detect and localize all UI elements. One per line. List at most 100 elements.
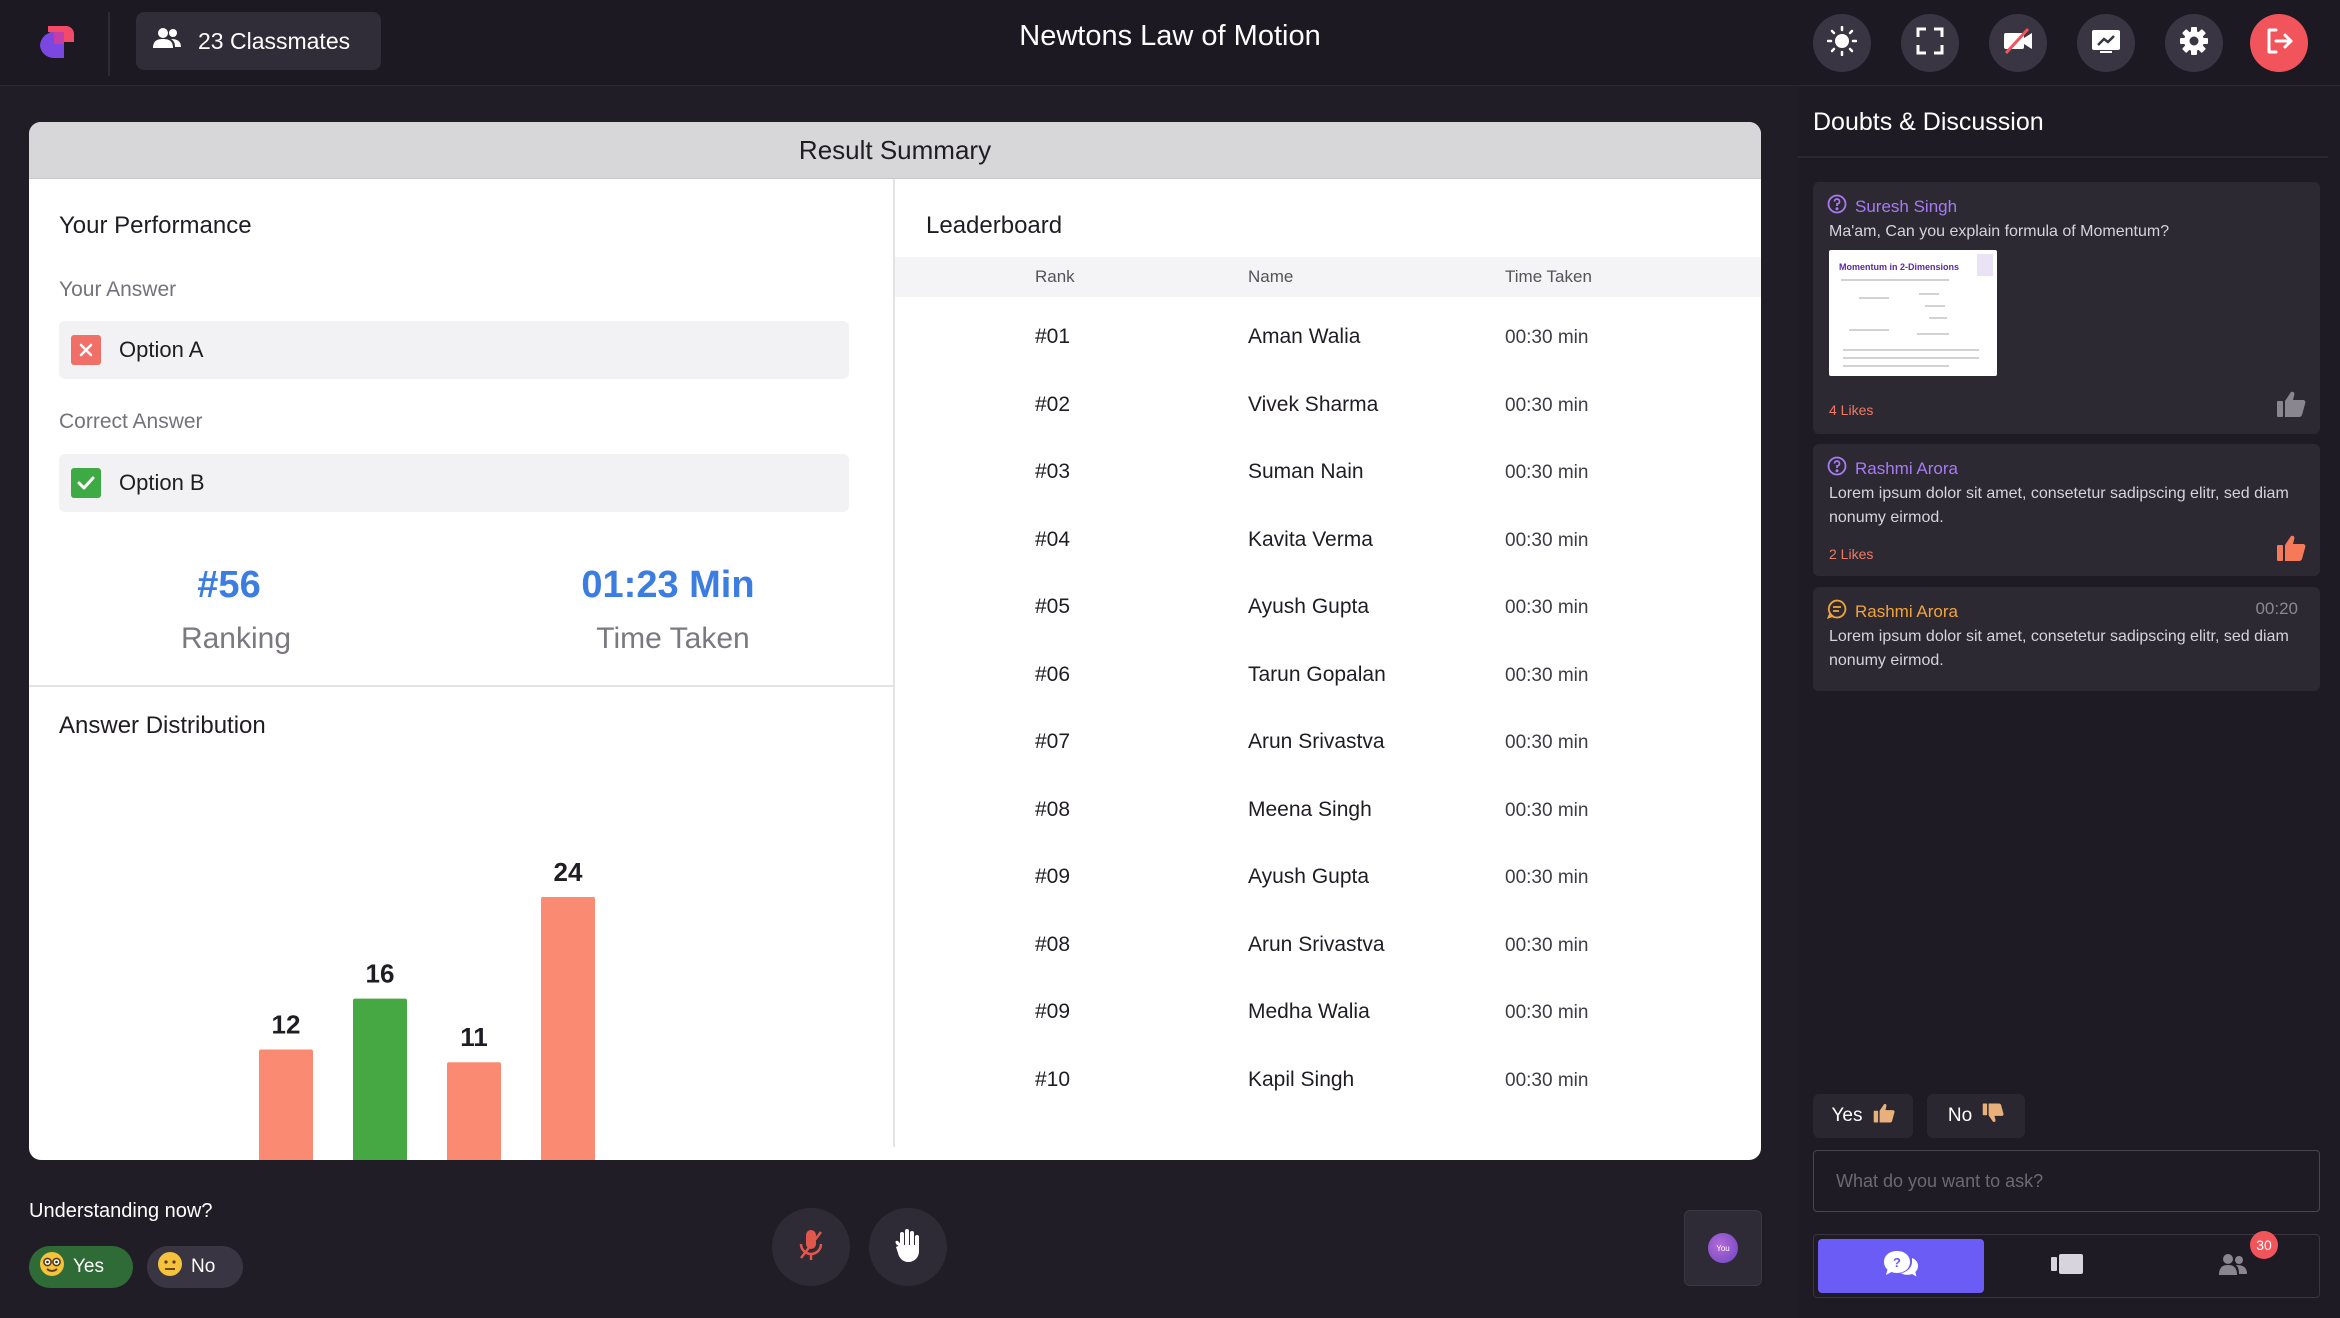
- brightness-button[interactable]: [1813, 14, 1871, 72]
- discussion-yes-button[interactable]: Yes: [1813, 1094, 1913, 1138]
- name-cell: Ayush Gupta: [1248, 595, 1370, 618]
- your-answer-label: Your Answer: [59, 278, 177, 301]
- participants-count-badge: 30: [2250, 1231, 2278, 1259]
- name-cell: Ayush Gupta: [1248, 865, 1370, 888]
- rank-cell: #09: [1035, 1000, 1071, 1023]
- self-video-tile[interactable]: You: [1684, 1210, 1762, 1286]
- table-row: #02 Vivek Sharma 00:30 min: [895, 385, 1761, 429]
- avatar: You: [1708, 1233, 1738, 1263]
- correct-answer-label: Correct Answer: [59, 410, 203, 433]
- tab-whiteboard[interactable]: [1984, 1239, 2150, 1293]
- table-row: #08 Arun Srivastva 00:30 min: [895, 925, 1761, 969]
- name-cell: Tarun Gopalan: [1248, 662, 1386, 686]
- table-row: #03 Suman Nain 00:30 min: [895, 452, 1761, 496]
- time-taken-value: 01:23 Min: [581, 564, 755, 606]
- rank-column-header: Rank: [1035, 267, 1075, 286]
- question-icon: [1827, 456, 1847, 481]
- name-cell: Kavita Verma: [1248, 527, 1373, 551]
- understanding-yes-button[interactable]: Yes: [29, 1246, 133, 1288]
- understanding-no-button[interactable]: No: [147, 1246, 243, 1288]
- rank-cell: #07: [1035, 730, 1071, 753]
- rank-cell: #03: [1035, 460, 1071, 483]
- performance-title: Your Performance: [59, 212, 252, 239]
- time-cell: 00:30 min: [1505, 462, 1589, 483]
- rank-cell: #01: [1035, 325, 1071, 348]
- discussion-no-button[interactable]: No: [1927, 1094, 2025, 1138]
- time-cell: 00:30 min: [1505, 732, 1589, 753]
- bar-b: [353, 998, 407, 1160]
- time-cell: 00:30 min: [1505, 529, 1589, 551]
- wrong-answer-icon: [71, 335, 101, 365]
- discussion-no-label: No: [1947, 1105, 1973, 1126]
- svg-text:?: ?: [1893, 1255, 1901, 1270]
- name-cell: Arun Srivastva: [1248, 730, 1385, 753]
- time-cell: 00:30 min: [1505, 1002, 1589, 1023]
- message-time: 00:20: [2255, 599, 2298, 618]
- tab-discussion[interactable]: ?: [1818, 1239, 1984, 1293]
- table-row: #05 Ayush Gupta 00:30 min: [895, 587, 1761, 631]
- your-answer-value: Option A: [119, 337, 204, 362]
- time-cell: 00:30 min: [1505, 1069, 1589, 1091]
- column-divider: [893, 179, 895, 1147]
- mic-off-icon: [798, 1228, 824, 1267]
- raise-hand-button[interactable]: [869, 1208, 947, 1286]
- classmates-label: 23 Classmates: [198, 27, 351, 54]
- raise-hand-icon: [892, 1227, 924, 1268]
- your-answer-box: Option A: [59, 321, 849, 379]
- question-icon: [1827, 194, 1847, 219]
- time-cell: 00:30 min: [1505, 394, 1589, 416]
- leaderboard-header: Rank Name Time Taken: [895, 257, 1761, 297]
- correct-answer-icon: [71, 468, 101, 498]
- top-bar: 23 Classmates Newtons Law of Motion: [0, 0, 2340, 86]
- result-summary-card: Result Summary Your Performance Your Ans…: [29, 122, 1761, 1160]
- name-cell: Meena Singh: [1248, 797, 1372, 821]
- fullscreen-button[interactable]: [1901, 14, 1959, 72]
- discussion-message[interactable]: Suresh Singh Ma'am, Can you explain form…: [1813, 182, 2320, 434]
- exit-button[interactable]: [2250, 14, 2308, 72]
- time-cell: 00:30 min: [1505, 327, 1589, 348]
- bar-value-label: 24: [554, 857, 583, 887]
- participants-icon: [2218, 1252, 2248, 1281]
- table-row: #09 Medha Walia 00:30 min: [895, 992, 1761, 1036]
- exit-icon: [2264, 26, 2294, 61]
- discussion-message[interactable]: Rashmi Arora 00:20 Lorem ipsum dolor sit…: [1813, 587, 2320, 691]
- leaderboard-title: Leaderboard: [926, 212, 1063, 239]
- message-author: Rashmi Arora: [1826, 599, 1958, 624]
- table-row: #08 Meena Singh 00:30 min: [895, 790, 1761, 834]
- message-text: Lorem ipsum dolor sit amet, consetetur s…: [1829, 485, 2289, 526]
- rank-cell: #06: [1035, 662, 1071, 686]
- discussion-yes-label: Yes: [1831, 1105, 1863, 1126]
- time-taken-label: Time Taken: [596, 622, 750, 655]
- discussion-tabs: ? 30: [1813, 1231, 2320, 1298]
- like-icon[interactable]: [2276, 390, 2306, 423]
- screen-share-button[interactable]: [2077, 14, 2135, 72]
- classmates-button[interactable]: 23 Classmates: [136, 12, 381, 70]
- ask-input[interactable]: [1813, 1150, 2320, 1212]
- message-attachment-thumbnail[interactable]: Momentum in 2-Dimensions: [1829, 250, 1997, 376]
- page-title: Newtons Law of Motion: [1019, 20, 1321, 52]
- name-cell: Suman Nain: [1248, 460, 1364, 483]
- message-author: Suresh Singh: [1827, 194, 1957, 219]
- rank-cell: #09: [1035, 865, 1071, 888]
- discussion-message[interactable]: Rashmi Arora Lorem ipsum dolor sit amet,…: [1813, 444, 2320, 576]
- table-row: #09 Ayush Gupta 00:30 min: [895, 857, 1761, 901]
- thumbs-up-icon: [1873, 1102, 1895, 1130]
- users-icon: [152, 27, 182, 55]
- rank-cell: #05: [1035, 595, 1071, 618]
- thumbs-down-icon: [1982, 1102, 2004, 1130]
- result-summary-title: Result Summary: [29, 122, 1761, 179]
- mic-toggle-button[interactable]: [772, 1208, 850, 1286]
- name-cell: Kapil Singh: [1248, 1067, 1355, 1091]
- table-row: #07 Arun Srivastva 00:30 min: [895, 722, 1761, 766]
- tab-participants[interactable]: 30: [2150, 1231, 2316, 1293]
- table-row: #10 Kapil Singh 00:30 min: [895, 1060, 1761, 1104]
- like-icon[interactable]: [2276, 534, 2306, 567]
- nerd-emoji-icon: [39, 1251, 65, 1283]
- camera-toggle-button[interactable]: [1989, 14, 2047, 72]
- rank-cell: #08: [1035, 797, 1071, 821]
- chat-bubbles-icon: ?: [1883, 1249, 1919, 1284]
- settings-button[interactable]: [2165, 14, 2223, 72]
- discussion-divider: [1798, 156, 2328, 158]
- understanding-question: Understanding now?: [29, 1200, 213, 1222]
